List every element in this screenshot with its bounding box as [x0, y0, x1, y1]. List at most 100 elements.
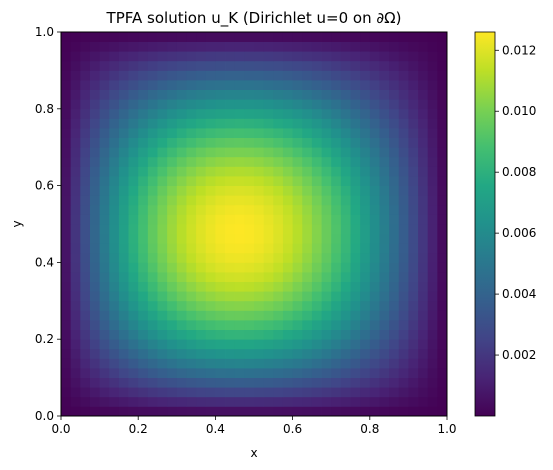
heatmap-cell: [408, 214, 419, 225]
heatmap-cell: [234, 377, 245, 388]
heatmap-cell: [437, 310, 448, 321]
heatmap-cell: [340, 377, 351, 388]
heatmap-cell: [379, 396, 390, 407]
x-tick-label: 0.4: [206, 422, 225, 436]
heatmap-cell: [109, 358, 120, 369]
heatmap-cell: [292, 396, 303, 407]
heatmap-cell: [70, 396, 81, 407]
heatmap-cell: [215, 204, 226, 215]
heatmap-cell: [99, 70, 110, 81]
heatmap-cell: [138, 233, 149, 244]
heatmap-cell: [331, 176, 342, 186]
heatmap-cell: [157, 291, 168, 302]
colorbar-tick-label: 0.012: [502, 43, 536, 57]
heatmap-cell: [389, 137, 400, 148]
heatmap-cell: [167, 300, 178, 311]
heatmap-cell: [99, 128, 110, 138]
heatmap-cell: [263, 224, 274, 234]
heatmap-cell: [225, 147, 236, 158]
heatmap-cell: [80, 406, 91, 417]
heatmap-cell: [186, 406, 197, 417]
heatmap-cell: [147, 128, 158, 138]
heatmap-cell: [70, 310, 81, 321]
heatmap-cell: [437, 108, 448, 119]
heatmap-cell: [109, 204, 120, 215]
heatmap-cell: [205, 377, 216, 388]
heatmap-cell: [292, 128, 303, 138]
heatmap-cell: [331, 89, 342, 100]
heatmap-cell: [234, 224, 245, 234]
heatmap-cell: [225, 224, 236, 234]
heatmap-cell: [398, 339, 409, 350]
heatmap-cell: [176, 291, 187, 302]
heatmap-cell: [215, 80, 226, 90]
heatmap-cell: [147, 156, 158, 167]
heatmap-cell: [167, 291, 178, 302]
heatmap-cell: [350, 89, 361, 100]
heatmap-cell: [118, 348, 129, 359]
heatmap-cell: [408, 60, 419, 71]
heatmap-cell: [311, 358, 322, 369]
heatmap-cell: [340, 368, 351, 378]
heatmap-cell: [234, 214, 245, 225]
heatmap-cell: [89, 233, 100, 244]
heatmap-cell: [379, 377, 390, 388]
heatmap-cell: [263, 176, 274, 186]
heatmap-cell: [215, 387, 226, 398]
heatmap-cell: [138, 32, 149, 42]
heatmap-cell: [360, 348, 371, 359]
heatmap-cell: [408, 358, 419, 369]
heatmap-cell: [369, 320, 380, 330]
heatmap-cell: [292, 272, 303, 282]
heatmap-cell: [340, 310, 351, 321]
heatmap-cell: [389, 320, 400, 330]
heatmap-cell: [167, 185, 178, 196]
heatmap-cell: [89, 60, 100, 71]
heatmap-cell: [340, 80, 351, 90]
heatmap-cell: [118, 185, 129, 196]
heatmap-cell: [167, 358, 178, 369]
heatmap-cell: [254, 272, 265, 282]
heatmap-cell: [225, 89, 236, 100]
heatmap-cell: [99, 204, 110, 215]
heatmap-cell: [89, 204, 100, 215]
heatmap-cell: [389, 329, 400, 340]
heatmap-cell: [302, 108, 313, 119]
heatmap-cell: [186, 195, 197, 206]
heatmap-cell: [398, 185, 409, 196]
heatmap-cell: [186, 60, 197, 71]
heatmap-cell: [80, 166, 91, 177]
heatmap-cell: [196, 339, 207, 350]
heatmap-cell: [282, 377, 293, 388]
heatmap-cell: [167, 204, 178, 215]
heatmap-cell: [61, 243, 72, 254]
heatmap-cell: [321, 406, 332, 417]
heatmap-cell: [147, 262, 158, 273]
heatmap-cell: [109, 108, 120, 119]
heatmap-cell: [147, 147, 158, 158]
heatmap-cell: [61, 214, 72, 225]
heatmap-cell: [80, 387, 91, 398]
heatmap-cell: [186, 396, 197, 407]
heatmap-cell: [89, 128, 100, 138]
heatmap-cell: [234, 300, 245, 311]
heatmap-cell: [379, 60, 390, 71]
heatmap-cell: [408, 320, 419, 330]
heatmap-cell: [244, 108, 255, 119]
heatmap-cell: [360, 51, 371, 62]
heatmap-cell: [311, 368, 322, 378]
heatmap-cell: [196, 156, 207, 167]
heatmap-cell: [427, 118, 438, 129]
heatmap-cell: [254, 387, 265, 398]
heatmap-cell: [292, 291, 303, 302]
heatmap-cell: [186, 147, 197, 158]
heatmap-cell: [215, 137, 226, 148]
heatmap-cell: [99, 41, 110, 52]
heatmap-cell: [379, 233, 390, 244]
heatmap-cell: [331, 243, 342, 254]
x-tick-label: 0.0: [51, 422, 70, 436]
heatmap-cell: [418, 243, 429, 254]
heatmap-cell: [408, 224, 419, 234]
heatmap-cell: [437, 272, 448, 282]
heatmap-cell: [176, 118, 187, 129]
